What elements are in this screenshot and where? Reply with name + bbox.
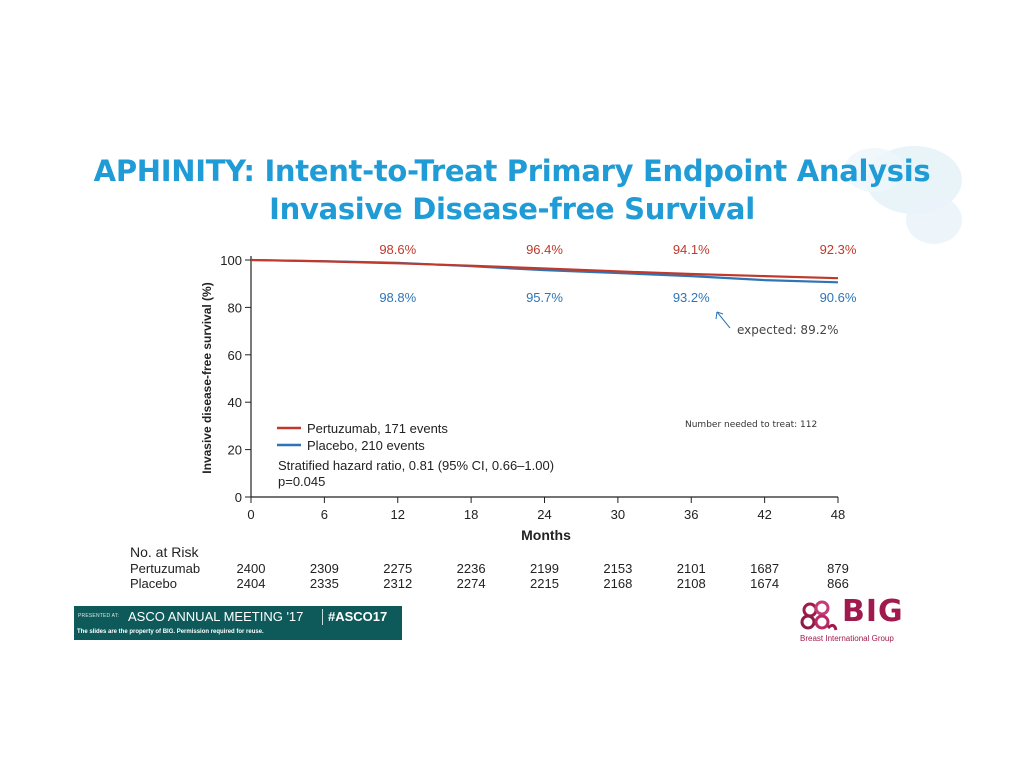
risk-table-cell: 2101 [677,561,706,576]
placebo-value-label: 93.2% [673,290,710,305]
x-tick-label: 0 [247,507,254,522]
slide-title-line1: APHINITY: Intent-to-Treat Primary Endpoi… [93,154,931,188]
x-tick-label: 18 [464,507,478,522]
banner-presented-text: PRESENTED AT: [78,613,120,619]
big-flower-icon [800,600,838,631]
x-tick-label: 12 [391,507,405,522]
slide-title-line2: Invasive Disease-free Survival [269,192,755,226]
hazard-ratio-text: Stratified hazard ratio, 0.81 (95% CI, 0… [278,458,554,473]
x-tick-label: 30 [611,507,625,522]
big-logo-text: BIG [842,594,904,629]
risk-table-cell: 2404 [237,576,266,591]
y-tick-label: 100 [220,253,242,268]
x-tick-label: 36 [684,507,698,522]
big-logo-subtitle: Breast International Group [800,634,894,643]
asco-banner: PRESENTED AT: ASCO ANNUAL MEETING '17 #A… [74,606,402,640]
risk-table-cell: 2335 [310,576,339,591]
risk-table-cell: 1674 [750,576,779,591]
risk-table-cell: 2108 [677,576,706,591]
risk-table-cell: 1687 [750,561,779,576]
y-tick-label: 20 [228,443,242,458]
risk-table-cell: 866 [827,576,849,591]
y-tick-label: 40 [228,395,242,410]
p-value-text: p=0.045 [278,474,325,489]
risk-table-cell: 2153 [603,561,632,576]
big-logo: BIG Breast International Group [798,594,948,648]
banner-meeting-text: ASCO ANNUAL MEETING '17 [128,609,304,624]
y-tick-label: 60 [228,348,242,363]
risk-table-cell: 2400 [237,561,266,576]
slide-title: APHINITY: Intent-to-Treat Primary Endpoi… [0,152,1024,228]
y-axis-label: Invasive disease-free survival (%) [200,282,214,473]
nnt-annotation: Number needed to treat: 112 [685,420,817,430]
risk-table-cell: 2312 [383,576,412,591]
series-line-pertuzumab [250,258,839,280]
legend-label-pertuzumab: Pertuzumab, 171 events [307,421,448,436]
risk-table-cell: 2309 [310,561,339,576]
placebo-value-label: 95.7% [526,290,563,305]
chart-axes: 0 20 40 60 80 100 0 6 12 18 24 30 36 42 48 [220,253,845,522]
banner-divider [322,609,323,625]
x-tick-label: 42 [757,507,771,522]
risk-table-cell: 2236 [457,561,486,576]
x-axis-label: Months [521,527,571,543]
background-flower-decoration [844,146,962,244]
placebo-value-label: 90.6% [820,290,857,305]
chart-series [250,258,839,284]
x-tick-label: 6 [321,507,328,522]
legend-label-placebo: Placebo, 210 events [307,438,425,453]
risk-table-cell: 2168 [603,576,632,591]
pertuzumab-value-label: 96.4% [526,242,563,257]
risk-table-title: No. at Risk [130,544,199,560]
risk-table-cell: 2275 [383,561,412,576]
placebo-value-label: 98.8% [379,290,416,305]
expected-arrow-head [715,311,724,320]
risk-row-label-placebo: Placebo [130,576,177,591]
pertuzumab-value-label: 92.3% [820,242,857,257]
risk-table-cell: 2274 [457,576,486,591]
y-tick-label: 80 [228,300,242,315]
risk-table-cell: 2199 [530,561,559,576]
banner-hashtag: #ASCO17 [328,609,388,624]
series-line-placebo [250,258,839,284]
chart-labels: 98.6% 96.4% 94.1% 92.3% 98.8% 95.7% 93.2% 90.6% [379,242,857,305]
risk-table-values: 2400 2309 2275 2236 2199 2153 2101 1687 879 2404 2… [237,561,849,591]
pertuzumab-value-label: 98.6% [379,242,416,257]
pertuzumab-value-label: 94.1% [673,242,710,257]
risk-row-label-pertuzumab: Pertuzumab [130,561,200,576]
y-tick-label: 0 [235,490,242,505]
expected-annotation: expected: 89.2% [737,323,839,337]
x-tick-label: 24 [537,507,551,522]
x-tick-label: 48 [831,507,845,522]
banner-disclaimer: The slides are the property of BIG. Perm… [77,629,264,635]
expected-arrow [716,311,731,329]
risk-table-cell: 879 [827,561,849,576]
risk-table-cell: 2215 [530,576,559,591]
